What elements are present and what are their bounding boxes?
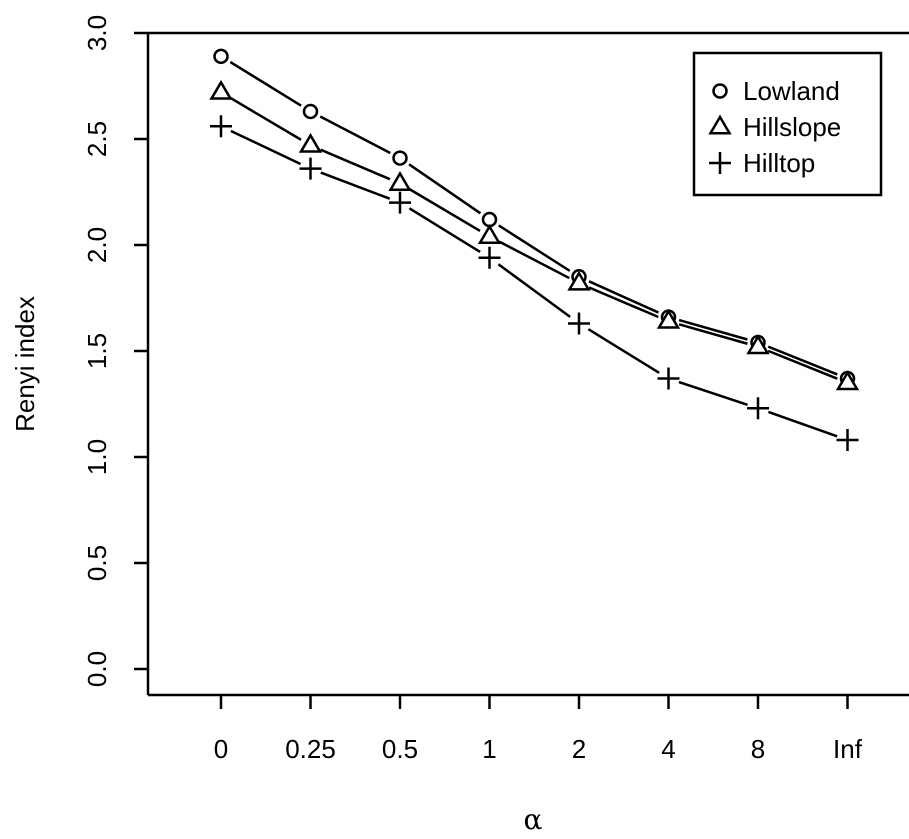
data-point-triangle [298,132,323,153]
series-line-segment [767,349,838,380]
series-line-segment [767,345,838,376]
y-tick-label: 2.0 [82,227,112,263]
axes [146,31,909,697]
series-line-segment [230,129,302,166]
series-line-segment [229,96,302,141]
series-line-segment [588,286,659,319]
data-point-circle [392,150,408,166]
legend-marker-plus [709,152,731,174]
series-line-segment [408,188,481,232]
data-point-triangle [209,79,233,100]
data-point-plus [568,312,590,335]
series-line-segment [320,171,391,200]
data-point-circle [213,48,229,65]
series-layer [209,48,860,452]
data-point-plus [389,191,411,214]
series-line-segment [767,410,838,438]
series-line-segment [408,207,481,254]
series-hilltop [210,115,859,452]
data-point-triangle [477,224,502,244]
x-tick-label: 1 [482,734,496,764]
y-tick-label: 3.0 [82,15,112,51]
data-point-triangle [388,171,412,191]
y-axis-title: Renyi index [10,296,40,432]
data-point-circle [302,103,319,120]
series-line-segment [497,263,571,318]
series-lowland [213,48,856,387]
data-point-triangle [746,334,770,355]
series-line-segment [678,323,748,345]
series-line-segment [408,163,482,215]
x-tick-label: 4 [661,734,675,764]
x-tick-label: 2 [572,734,586,764]
series-line-segment [229,61,302,107]
data-point-triangle [835,370,860,391]
data-point-triangle [567,270,591,291]
series-line-segment [498,240,570,280]
series-hillslope [209,79,860,391]
legend-label-hillslope: Hillslope [743,112,841,142]
y-tick-label: 0.0 [82,651,112,687]
series-line-segment [498,224,571,272]
x-tick-label: 0 [214,734,228,764]
series-line-segment [678,380,748,406]
x-ticks: 0 0.25 0.5 1 2 4 8 Inf [214,695,863,764]
data-point-triangle [656,308,681,329]
legend-label-lowland: Lowland [743,76,840,106]
data-point-plus [657,367,680,390]
x-axis-title: α [524,803,543,836]
y-tick-label: 0.5 [82,545,112,581]
series-line-segment [587,328,660,374]
legend: Lowland Hillslope Hilltop [692,51,883,197]
series-line-segment [319,115,391,155]
y-ticks: 0.0 0.5 1.0 1.5 2.0 2.5 3.0 [82,15,148,687]
y-tick-label: 2.5 [82,121,112,157]
legend-marker-circle [712,83,728,99]
legend-marker-triangle [708,114,732,135]
data-point-plus [836,429,859,452]
x-tick-label: 0.25 [285,734,336,764]
y-tick-label: 1.5 [82,333,112,369]
legend-label-hilltop: Hilltop [743,148,815,178]
data-point-plus [478,246,501,269]
series-line-segment [678,318,748,341]
data-point-plus [210,115,232,138]
y-tick-label: 1.0 [82,439,112,475]
series-line-segment [588,280,659,314]
x-tick-label: 0.5 [382,734,418,764]
data-point-plus [747,397,769,420]
x-tick-label: Inf [833,734,863,764]
series-line-segment [320,148,391,181]
data-point-plus [299,157,322,180]
x-tick-label: 8 [751,734,765,764]
